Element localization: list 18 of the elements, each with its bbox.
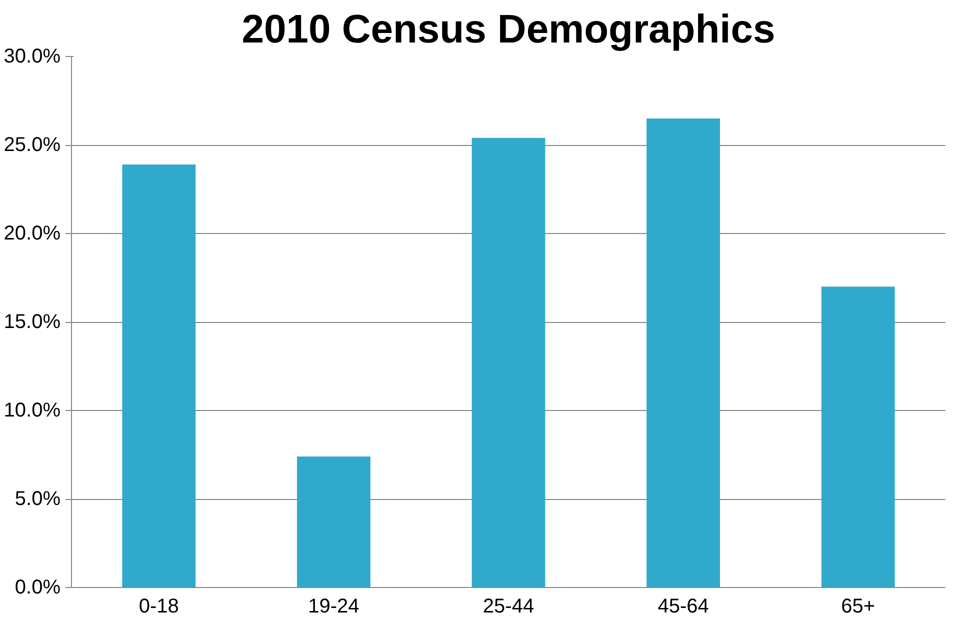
bar: [646, 118, 720, 588]
x-tick-label: 0-18: [138, 596, 179, 618]
chart-title: 2010 Census Demographics: [242, 8, 776, 52]
x-tick-label: 19-24: [308, 596, 360, 618]
bar: [472, 138, 546, 588]
y-tick-label: 20.0%: [4, 222, 61, 244]
bar: [122, 164, 196, 588]
y-tick-label: 30.0%: [4, 46, 61, 68]
x-tick-label: 45-64: [658, 596, 709, 618]
y-tick-label: 10.0%: [4, 400, 61, 422]
bar: [821, 286, 895, 588]
x-tick-label: 25-44: [482, 596, 534, 618]
bar: [296, 456, 370, 588]
y-tick-label: 0.0%: [14, 576, 61, 598]
y-tick-label: 15.0%: [4, 311, 61, 333]
x-tick-label: 65+: [841, 596, 876, 618]
y-tick-label: 5.0%: [14, 488, 61, 510]
y-tick-label: 25.0%: [4, 134, 61, 156]
